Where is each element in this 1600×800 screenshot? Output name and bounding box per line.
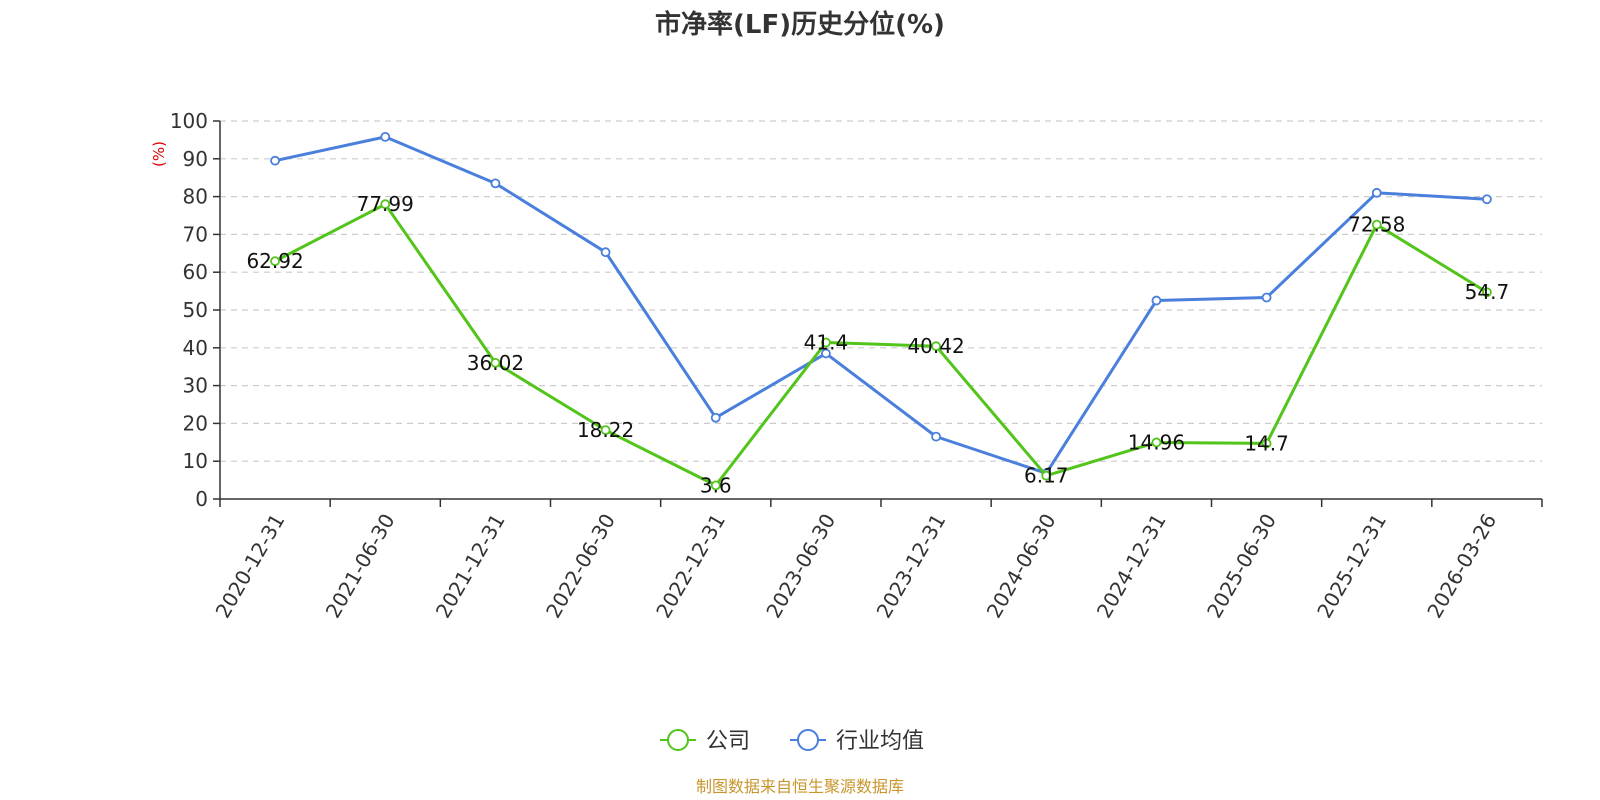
x-tick-label: 2025-06-30 bbox=[1202, 510, 1281, 623]
x-tick-label: 2024-06-30 bbox=[982, 510, 1061, 623]
x-tick-label: 2021-06-30 bbox=[321, 510, 400, 623]
legend[interactable]: 公司 行业均值 bbox=[660, 729, 924, 754]
data-point[interactable] bbox=[1151, 437, 1162, 448]
data-point[interactable] bbox=[1041, 470, 1052, 481]
data-point[interactable] bbox=[821, 337, 831, 348]
data-label: 40.42 bbox=[907, 334, 964, 358]
data-point[interactable] bbox=[710, 412, 721, 423]
y-axis: 0 10 20 30 40 50 60 70 80 90 100 bbox=[170, 109, 221, 511]
y-tick-label: 50 bbox=[183, 298, 208, 322]
legend-label[interactable]: 公司 bbox=[706, 729, 750, 754]
data-point[interactable] bbox=[600, 425, 611, 436]
data-point[interactable] bbox=[1482, 287, 1492, 298]
data-point[interactable] bbox=[270, 256, 280, 267]
x-tick-label: 2023-12-31 bbox=[872, 510, 951, 623]
data-point[interactable] bbox=[490, 178, 501, 189]
data-label: 36.02 bbox=[467, 351, 524, 375]
data-point[interactable] bbox=[380, 199, 391, 210]
data-point[interactable] bbox=[490, 357, 501, 368]
data-point[interactable] bbox=[1261, 292, 1272, 303]
data-point[interactable] bbox=[931, 341, 941, 352]
series-line bbox=[274, 202, 1488, 487]
legend-label[interactable]: 行业均值 bbox=[836, 729, 924, 754]
x-tick-label: 2025-12-31 bbox=[1312, 510, 1391, 623]
x-tick-label: 2026-03-26 bbox=[1422, 510, 1501, 623]
data-point[interactable] bbox=[710, 480, 721, 491]
legend-marker bbox=[797, 729, 819, 751]
x-tick-label: 2024-12-31 bbox=[1092, 510, 1171, 623]
data-point[interactable] bbox=[1151, 295, 1162, 306]
data-point[interactable] bbox=[1261, 438, 1272, 449]
y-tick-label: 40 bbox=[183, 336, 208, 360]
y-tick-label: 0 bbox=[195, 487, 208, 511]
x-tick-label: 2022-06-30 bbox=[541, 510, 620, 623]
data-point[interactable] bbox=[1371, 219, 1382, 230]
data-point[interactable] bbox=[270, 155, 280, 166]
y-tick-label: 90 bbox=[183, 147, 208, 171]
series-line bbox=[274, 135, 1488, 475]
y-tick-label: 70 bbox=[183, 222, 208, 246]
data-label: 62.92 bbox=[246, 249, 303, 273]
data-point[interactable] bbox=[600, 247, 611, 258]
series-group: 62.92 77.99 36.02 18.22 3.6 41.4 40.42 6.17 14.9… bbox=[246, 131, 1510, 497]
data-label: 77.99 bbox=[357, 192, 414, 216]
data-label: 41.4 bbox=[804, 331, 849, 355]
y-tick-label: 20 bbox=[183, 411, 208, 435]
data-label: 54.7 bbox=[1465, 280, 1510, 304]
data-point[interactable] bbox=[1371, 187, 1382, 198]
x-tick-label: 2022-12-31 bbox=[651, 510, 730, 623]
x-tick-label: 2020-12-31 bbox=[211, 510, 290, 623]
data-label: 14.96 bbox=[1128, 430, 1185, 454]
source-note: 制图数据来自恒生聚源数据库 bbox=[696, 777, 904, 796]
data-label: 3.6 bbox=[700, 473, 732, 497]
data-point[interactable] bbox=[1482, 194, 1492, 205]
grid bbox=[220, 120, 1542, 462]
y-tick-label: 80 bbox=[183, 185, 208, 209]
x-axis: 2020-12-31 2021-06-30 2021-12-31 2022-06-30… bbox=[211, 498, 1543, 623]
y-tick-label: 10 bbox=[183, 449, 208, 473]
data-label: 14.7 bbox=[1244, 431, 1289, 455]
x-tick-label: 2021-12-31 bbox=[431, 510, 510, 623]
x-tick-label: 2023-06-30 bbox=[761, 510, 840, 623]
data-point[interactable] bbox=[931, 431, 941, 442]
y-tick-label: 30 bbox=[183, 374, 208, 398]
y-axis-label: (%) bbox=[150, 141, 168, 167]
data-label: 18.22 bbox=[577, 418, 634, 442]
data-label: 6.17 bbox=[1024, 464, 1069, 488]
data-point[interactable] bbox=[821, 348, 831, 359]
y-tick-label: 100 bbox=[170, 109, 208, 133]
data-point[interactable] bbox=[380, 131, 391, 142]
data-label: 72.58 bbox=[1348, 213, 1405, 237]
chart-title: 市净率(LF)历史分位(%) bbox=[655, 9, 945, 40]
legend-marker bbox=[667, 729, 689, 751]
y-tick-label: 60 bbox=[183, 260, 208, 284]
